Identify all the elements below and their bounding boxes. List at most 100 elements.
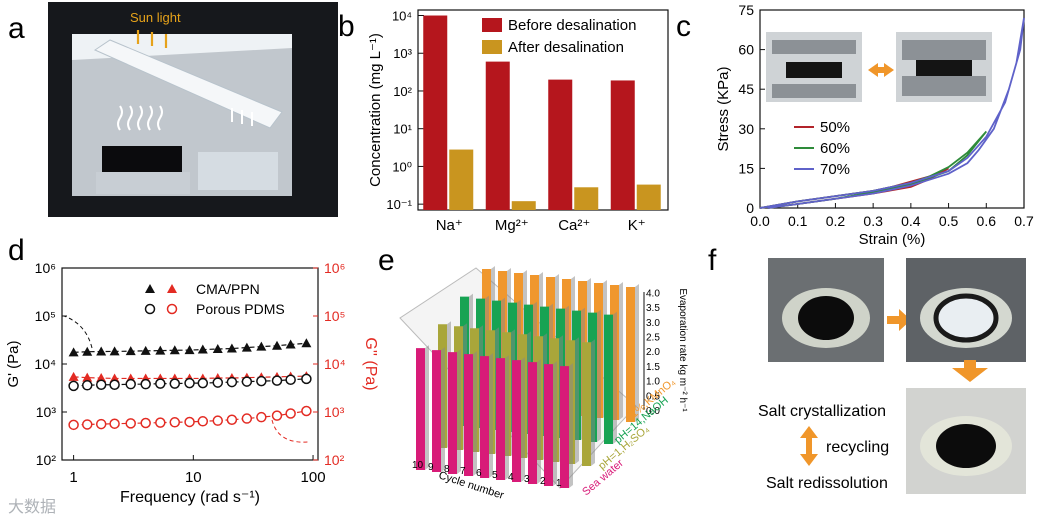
panel-d-point (301, 373, 312, 385)
panel-e-bar (544, 364, 553, 486)
panel-d-point (109, 346, 120, 356)
panel-c-xtick-label: 0.7 (1014, 213, 1034, 229)
panel-d-point (226, 376, 238, 388)
panel-c-ytick-label: 75 (738, 2, 754, 18)
panel-b-letter: b (338, 10, 355, 43)
panel-b-frame (417, 9, 669, 211)
panel-e-bar (604, 314, 613, 444)
panel-d-point (197, 344, 208, 354)
condenser-slope (93, 39, 283, 129)
panel-b-xtick-label: K⁺ (628, 217, 646, 234)
panel-e-ztick-label: 2.5 (646, 333, 660, 344)
panel-e-bar-side (505, 355, 509, 480)
panel-c: c 0.0 0.1 0.2 0.3 0.4 0.5 0.6 0.7 0 15 30 45 60 75 Str… (676, 2, 1034, 248)
panel-c-ytick-label: 15 (738, 160, 754, 176)
panel-e-bar-side (441, 347, 445, 472)
panel-e-bar-side (569, 363, 573, 488)
panel-d-ytick-label: 10⁴ (34, 356, 56, 372)
arrow-right (887, 309, 911, 331)
panel-e-xtick-label: 4 (508, 472, 514, 483)
panel-e-bar (432, 350, 441, 472)
panel-e-ztick-label: 1.5 (646, 362, 660, 373)
recycling-arrow (800, 426, 818, 466)
panel-d-point (272, 340, 283, 350)
panel-e-bar-side (473, 351, 477, 476)
watermark: 大数据 (8, 498, 56, 516)
panel-d-point (68, 419, 79, 431)
panel-d-point (226, 343, 237, 353)
panel-b-ytick-label: 10⁴ (392, 9, 412, 24)
salt-crystallization-label: Salt crystallization (758, 403, 886, 420)
panel-e-bar (512, 360, 521, 482)
panel-c-xtick-label: 0.6 (977, 213, 997, 229)
panel-e-bar-side (425, 345, 429, 470)
panel-b-ytick-label: 10³ (393, 46, 412, 61)
panel-d-legend-marker (166, 303, 178, 315)
panel-c-frame (759, 9, 1025, 209)
panel-e-xtick-label: 10 (412, 460, 424, 471)
panel-b-bar (449, 149, 474, 210)
panel-d-point (256, 375, 267, 387)
panel-d-point (125, 418, 136, 429)
panel-d-point (184, 345, 195, 355)
panel-d-ytick-label: 10⁵ (35, 308, 56, 324)
panel-e-ztick-label: 0.0 (646, 406, 660, 417)
salt-crystals-on-evaporator (933, 293, 999, 343)
panel-b-xtick-label: Ca²⁺ (558, 217, 590, 234)
panel-e-ztick-label: 2.0 (646, 347, 660, 358)
panel-d-point (81, 419, 93, 430)
panel-d-arrow-right (271, 419, 309, 443)
sun-light-arrows (136, 30, 168, 48)
panel-e-xtick-label: 2 (540, 476, 546, 487)
panel-d-point (81, 380, 93, 391)
panel-d-xtick-label: 1 (69, 469, 77, 486)
water-basin (96, 172, 190, 194)
panel-b-xtick-label: Na⁺ (436, 217, 463, 234)
panel-d-xtick-label: 100 (301, 469, 326, 486)
panel-c-legend-label: 60% (820, 140, 850, 157)
panel-b-bar (485, 61, 510, 210)
panel-e-bar-side (489, 353, 493, 478)
panel-e-bar (464, 354, 473, 476)
panel-e-bar (560, 366, 569, 488)
panel-e-bar (448, 352, 457, 474)
panel-d-point (109, 379, 120, 390)
panel-d-point (125, 378, 136, 390)
panel-d-legend-label: Porous PDMS (196, 301, 285, 317)
panel-e-bar-side (537, 359, 541, 484)
panel-e-bar (528, 362, 537, 484)
panel-d-arrow-left (63, 315, 93, 349)
panel-e-xtick-label: 5 (492, 470, 498, 481)
panel-e-ztick-label: 3.0 (646, 318, 660, 329)
panel-d-point (155, 378, 166, 389)
panel-d-y2tick-label: 10⁶ (324, 260, 345, 276)
vapor-arrow-3 (137, 105, 143, 131)
panel-d-point (68, 347, 79, 357)
panel-e-bar-side (635, 284, 639, 422)
panel-d-point (184, 377, 195, 389)
panel-d-y2tick-label: 10⁴ (324, 356, 346, 372)
panel-d-xtick-label: 10 (185, 469, 202, 486)
panel-b-ytick-label: 10¹ (393, 122, 412, 137)
panel-e-bar-side (591, 339, 595, 466)
panel-d-point (140, 417, 151, 429)
panel-d-legend-label: CMA/PPN (196, 281, 260, 297)
panel-e-bar-side (521, 357, 525, 482)
panel-e-bar-side (575, 337, 579, 464)
recycling-label: recycling (826, 439, 889, 456)
vapor-arrow-2 (127, 105, 133, 131)
panel-b-ytick-label: 10⁻¹ (386, 197, 412, 212)
panel-e-letter: e (378, 244, 395, 277)
panel-b-legend-label: After desalination (508, 39, 624, 56)
panel-b-bar (423, 15, 448, 210)
evaporator-in-seawater (798, 296, 854, 340)
panel-e-xtick-label: 7 (460, 466, 466, 477)
panel-b-bar (574, 187, 599, 210)
panel-d-point (285, 339, 296, 349)
panel-e-xtick-label: 1 (556, 478, 562, 489)
panel-d-point (256, 411, 267, 423)
panel-d-point (197, 377, 209, 389)
panel-d-point (241, 413, 253, 424)
